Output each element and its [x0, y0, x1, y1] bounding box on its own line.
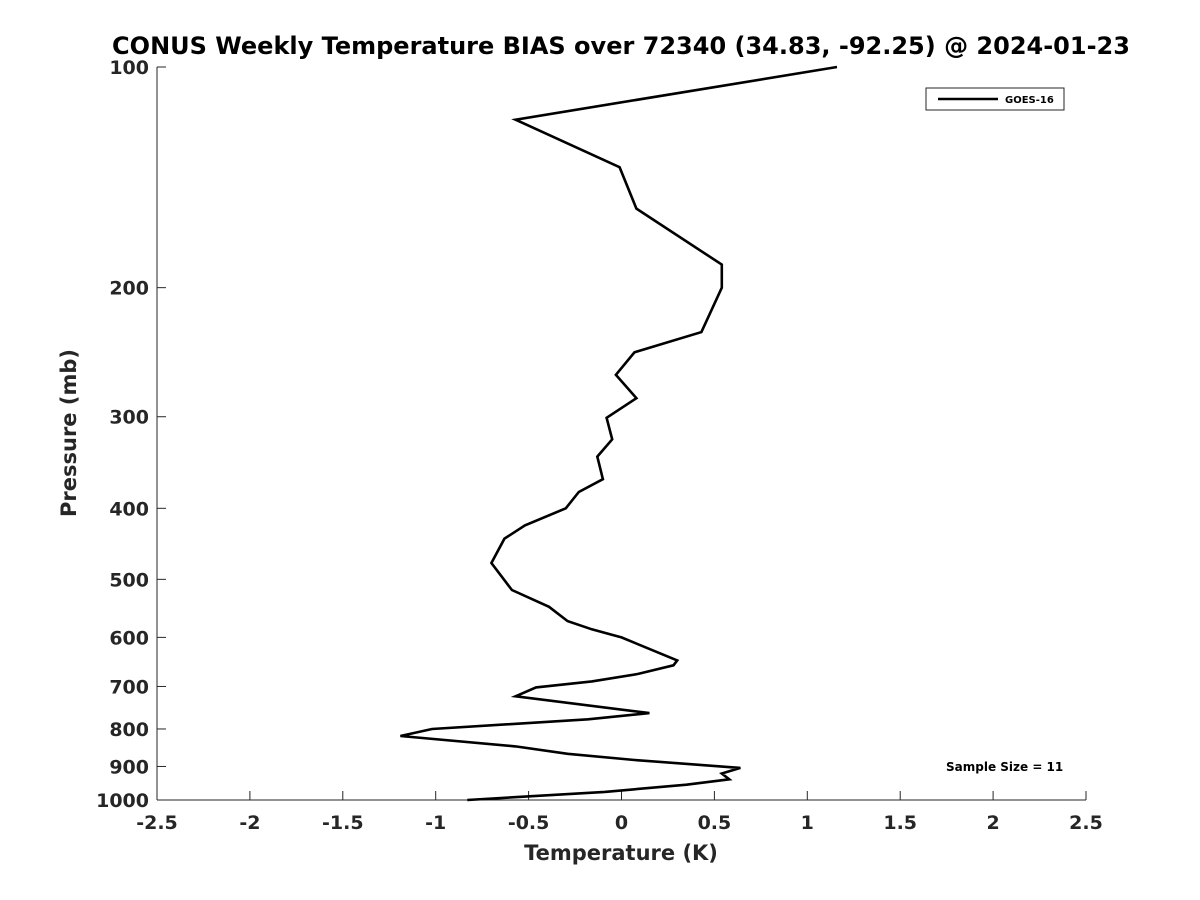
y-tick-label: 500 — [109, 569, 149, 591]
y-tick-label: 400 — [109, 498, 149, 520]
y-tick-label: 1000 — [96, 790, 149, 812]
y-tick-label: 800 — [109, 719, 149, 741]
sample-size-annotation: Sample Size = 11 — [946, 760, 1063, 774]
y-tick-label: 900 — [109, 756, 149, 778]
y-tick-label: 600 — [109, 627, 149, 649]
y-axis-ticks: 100 200 300 400 500 600 700 800 900 1000 — [96, 57, 166, 812]
y-axis-label: Pressure (mb) — [57, 349, 81, 517]
x-tick-label: -1.5 — [322, 812, 364, 834]
x-tick-label: 1.5 — [883, 812, 917, 834]
legend-label-goes-16: GOES-16 — [1005, 95, 1054, 106]
y-tick-label: 200 — [109, 278, 149, 300]
y-tick-label: 300 — [109, 407, 149, 429]
x-tick-label: -2 — [239, 812, 260, 834]
legend: GOES-16 — [925, 87, 1065, 111]
x-tick-label: 0 — [615, 812, 628, 834]
x-tick-label: 2.5 — [1069, 812, 1103, 834]
data-points — [400, 67, 837, 800]
chart-title: CONUS Weekly Temperature BIAS over 72340… — [112, 32, 1130, 60]
x-axis-label: Temperature (K) — [524, 841, 718, 865]
x-tick-label: 0.5 — [698, 812, 732, 834]
x-tick-label: -0.5 — [508, 812, 550, 834]
x-axis-ticks: -2.5 -2 -1.5 -1 -0.5 0 0.5 1 1.5 2 2.5 — [136, 791, 1103, 834]
x-tick-label: 1 — [801, 812, 814, 834]
y-tick-label: 100 — [109, 57, 149, 79]
y-tick-label: 700 — [109, 676, 149, 698]
x-tick-label: -1 — [425, 812, 446, 834]
x-tick-label: -2.5 — [136, 812, 178, 834]
x-tick-label: 2 — [986, 812, 999, 834]
plot-area: -2.5 -2 -1.5 -1 -0.5 0 0.5 1 1.5 2 2.5 100 200 300 40… — [96, 57, 1103, 834]
series-line-goes-16 — [400, 65, 838, 802]
